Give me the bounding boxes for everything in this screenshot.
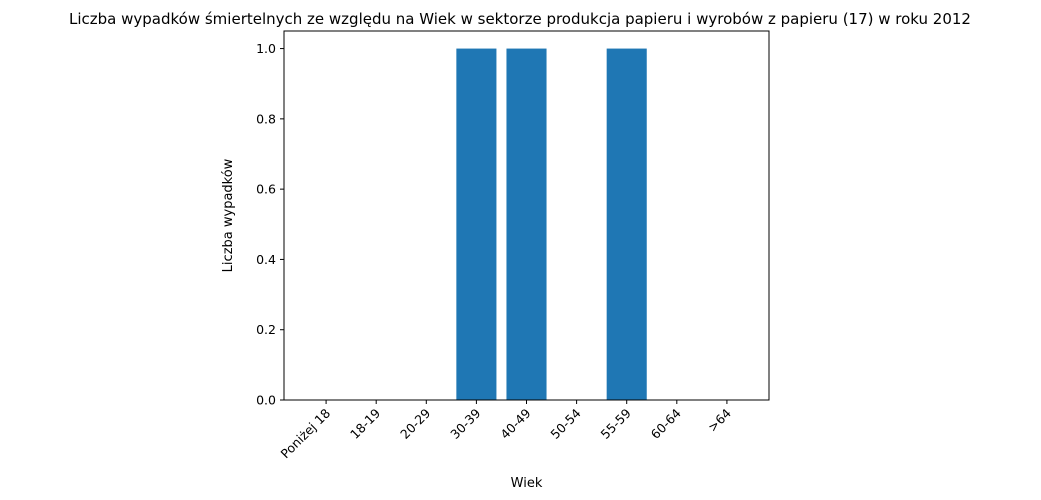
x-tick-label: 60-64 [648,405,684,441]
x-tick-label: Poniżej 18 [278,405,334,461]
chart-title: Liczba wypadków śmiertelnych ze względu … [69,10,971,28]
bar-55-59 [606,48,647,400]
y-tick-label: 1.0 [256,41,276,56]
x-tick-label: 40-49 [497,405,533,441]
y-tick-label: 0.0 [256,393,276,408]
x-axis-label: Wiek [511,476,543,491]
y-axis: 0.0 0.2 0.4 0.6 0.8 1.0 [256,41,284,408]
y-tick-label: 0.6 [256,182,276,197]
y-tick-label: 0.8 [256,111,276,126]
x-tick-label: 30-39 [447,405,483,441]
bars-group [456,48,647,400]
x-tick-label: 18-19 [347,405,383,441]
y-tick-label: 0.2 [256,322,276,337]
bar-40-49 [506,48,547,400]
y-tick-label: 0.4 [256,252,276,267]
x-tick-label: 55-59 [598,405,634,441]
y-axis-label: Liczba wypadków [221,158,236,272]
x-tick-label: 50-54 [547,405,583,441]
x-tick-label: 20-29 [397,405,433,441]
plot-frame [283,30,770,401]
x-tick-label: >64 [705,405,734,434]
x-axis: Poniżej 18 18-19 20-29 30-39 40-49 50-54 55-59… [278,400,734,461]
bar-30-39 [456,48,497,400]
